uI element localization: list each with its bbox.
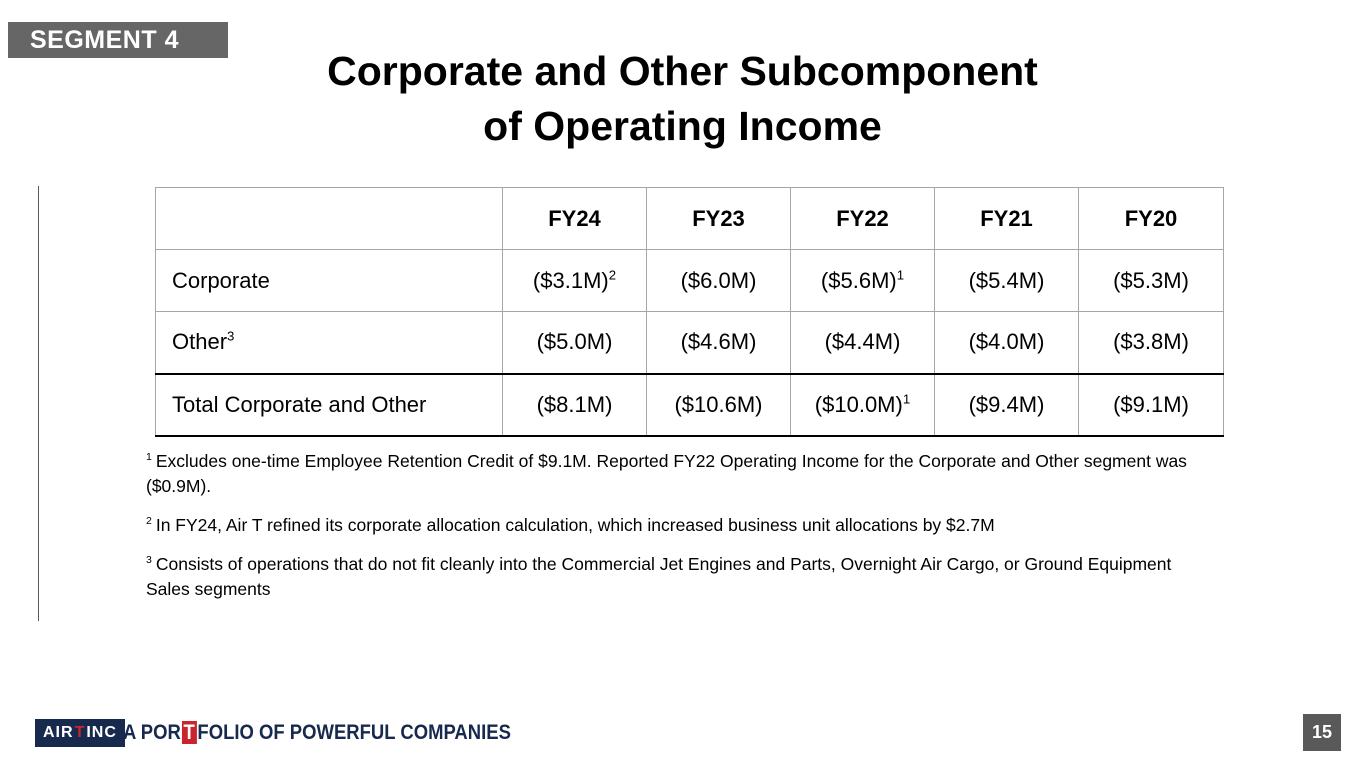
footnote-2: 2 In FY24, Air T refined its corporate al… bbox=[146, 513, 1208, 538]
page-title-line2: of Operating Income bbox=[483, 103, 882, 149]
table-cell: ($9.1M) bbox=[1078, 372, 1224, 437]
tagline-post: FOLIO OF POWERFUL COMPANIES bbox=[197, 721, 511, 744]
table-cell: ($4.0M) bbox=[934, 311, 1079, 374]
table-header-blank bbox=[155, 187, 503, 250]
table-cell: ($6.0M) bbox=[646, 249, 791, 312]
row-label-sup: 3 bbox=[227, 328, 235, 344]
footnote-2-marker: 2 bbox=[146, 515, 152, 528]
footnote-1-marker: 1 bbox=[146, 451, 152, 464]
table-header-fy20: FY20 bbox=[1078, 187, 1224, 250]
segment-badge: SEGMENT 4 bbox=[8, 22, 228, 58]
row-label: Total Corporate and Other bbox=[155, 372, 503, 437]
table-header-row: FY24 FY23 FY22 FY21 FY20 bbox=[155, 187, 1224, 250]
airt-logo: AIRTINC bbox=[35, 719, 125, 747]
financial-table: FY24 FY23 FY22 FY21 FY20 Corporate ($3.1… bbox=[155, 187, 1224, 437]
table-cell: ($5.6M)1 bbox=[790, 249, 935, 312]
table-cell: ($8.1M) bbox=[502, 372, 647, 437]
table-cell: ($5.0M) bbox=[502, 311, 647, 374]
footnote-1-text: Excludes one-time Employee Retention Cre… bbox=[146, 451, 1187, 496]
table-cell: ($10.0M)1 bbox=[790, 372, 935, 437]
footnote-3: 3 Consists of operations that do not fit … bbox=[146, 552, 1208, 602]
table-cell: ($3.1M)2 bbox=[502, 249, 647, 312]
logo-inc-text: INC bbox=[86, 724, 117, 741]
footnote-2-text: In FY24, Air T refined its corporate all… bbox=[155, 515, 995, 535]
page-title: Corporate and Other Subcomponent of Opera… bbox=[0, 44, 1365, 154]
footnote-1: 1 Excludes one-time Employee Retention Cr… bbox=[146, 449, 1208, 499]
page-title-line1: Corporate and Other Subcomponent bbox=[327, 48, 1038, 94]
row-label: Other3 bbox=[155, 311, 503, 374]
table-cell: ($4.4M) bbox=[790, 311, 935, 374]
tagline-pre: A POR bbox=[123, 721, 181, 744]
row-label-text: Total Corporate and Other bbox=[172, 391, 427, 417]
table-header-fy23: FY23 bbox=[646, 187, 791, 250]
logo-air-text: AIR bbox=[43, 724, 74, 741]
page-number: 15 bbox=[1303, 714, 1341, 751]
table-cell: ($10.6M) bbox=[646, 372, 791, 437]
footer-tagline: A POR T FOLIO OF POWERFUL COMPANIES bbox=[123, 719, 511, 747]
row-label-text: Other bbox=[172, 329, 228, 355]
table-row-corporate: Corporate ($3.1M)2 ($6.0M) ($5.6M)1 ($5.… bbox=[155, 249, 1224, 312]
tagline-highlight: T bbox=[181, 721, 197, 744]
left-accent-line bbox=[38, 186, 39, 621]
row-label: Corporate bbox=[155, 249, 503, 312]
table-cell: ($4.6M) bbox=[646, 311, 791, 374]
table-cell: ($3.8M) bbox=[1078, 311, 1224, 374]
table-header-fy22: FY22 bbox=[790, 187, 935, 250]
footnotes: 1 Excludes one-time Employee Retention Cr… bbox=[146, 449, 1208, 616]
table-cell: ($9.4M) bbox=[934, 372, 1079, 437]
table-row-other: Other3 ($5.0M) ($4.6M) ($4.4M) ($4.0M) (… bbox=[155, 311, 1224, 374]
footnote-3-text: Consists of operations that do not fit c… bbox=[146, 554, 1172, 599]
row-label-text: Corporate bbox=[172, 267, 270, 293]
footnote-3-marker: 3 bbox=[146, 554, 152, 567]
table-cell: ($5.4M) bbox=[934, 249, 1079, 312]
table-row-total: Total Corporate and Other ($8.1M) ($10.6… bbox=[155, 372, 1224, 437]
table-cell: ($5.3M) bbox=[1078, 249, 1224, 312]
table-header-fy21: FY21 bbox=[934, 187, 1079, 250]
logo-t-text: T bbox=[74, 724, 86, 741]
table-header-fy24: FY24 bbox=[502, 187, 647, 250]
